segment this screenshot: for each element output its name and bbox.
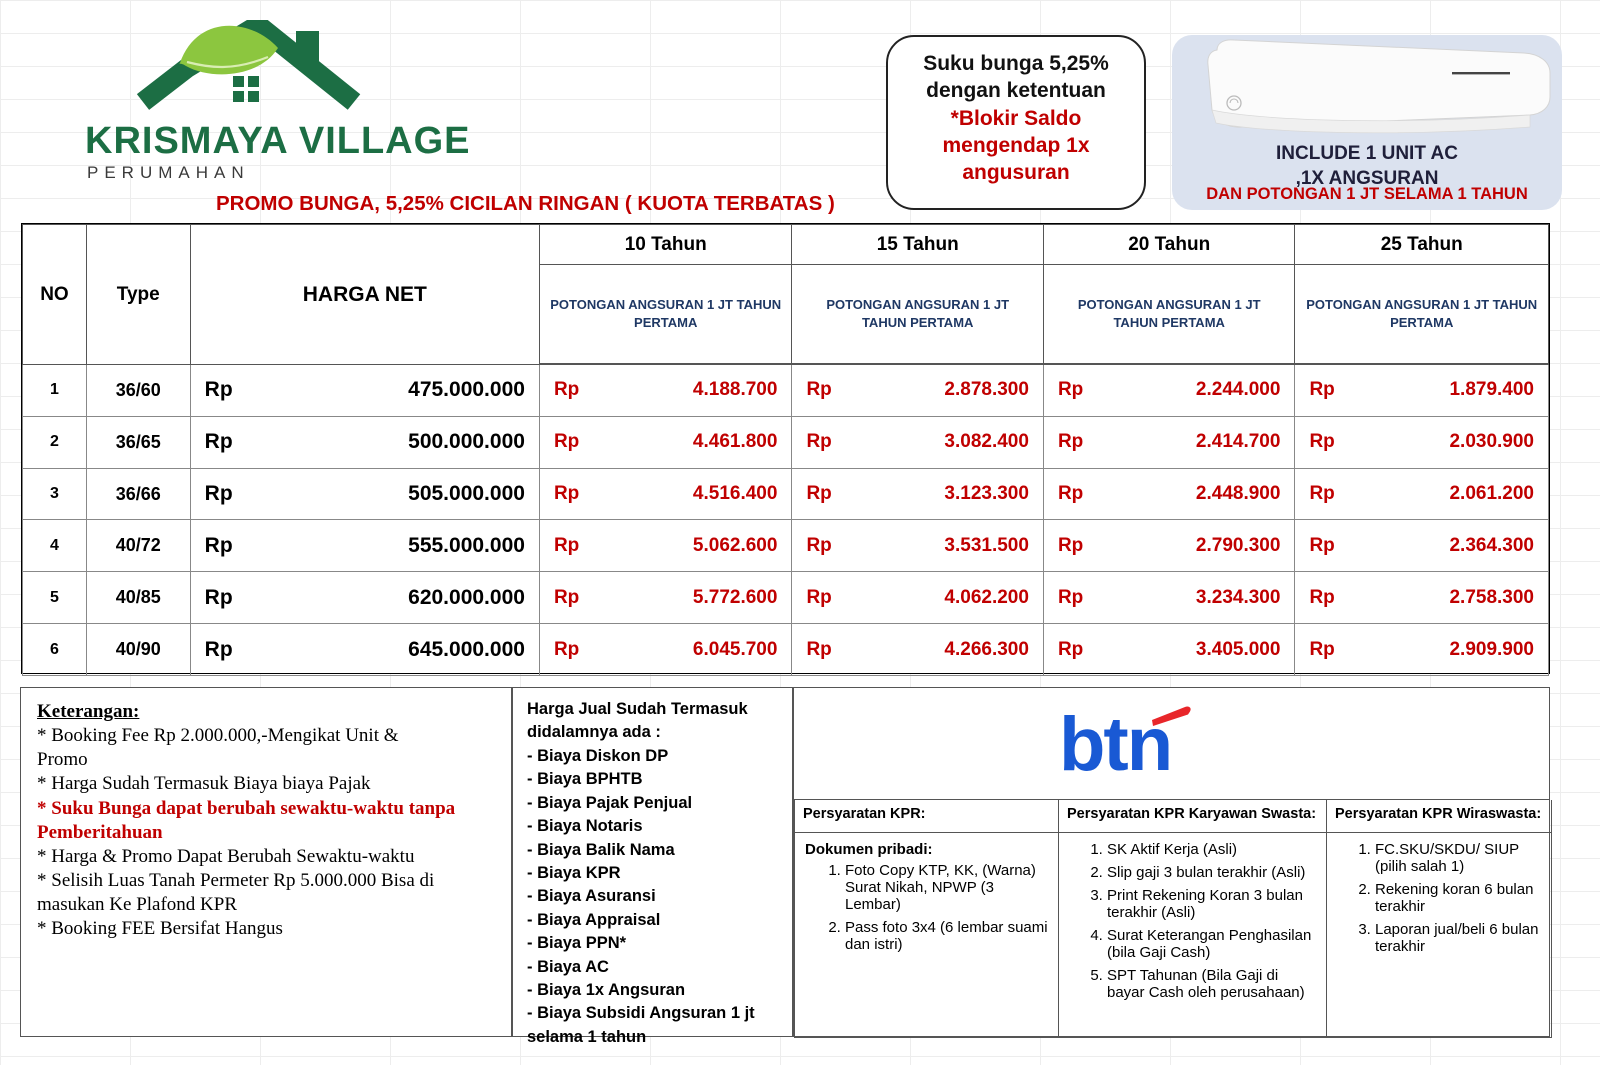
svg-text:btn: btn <box>1059 704 1171 784</box>
